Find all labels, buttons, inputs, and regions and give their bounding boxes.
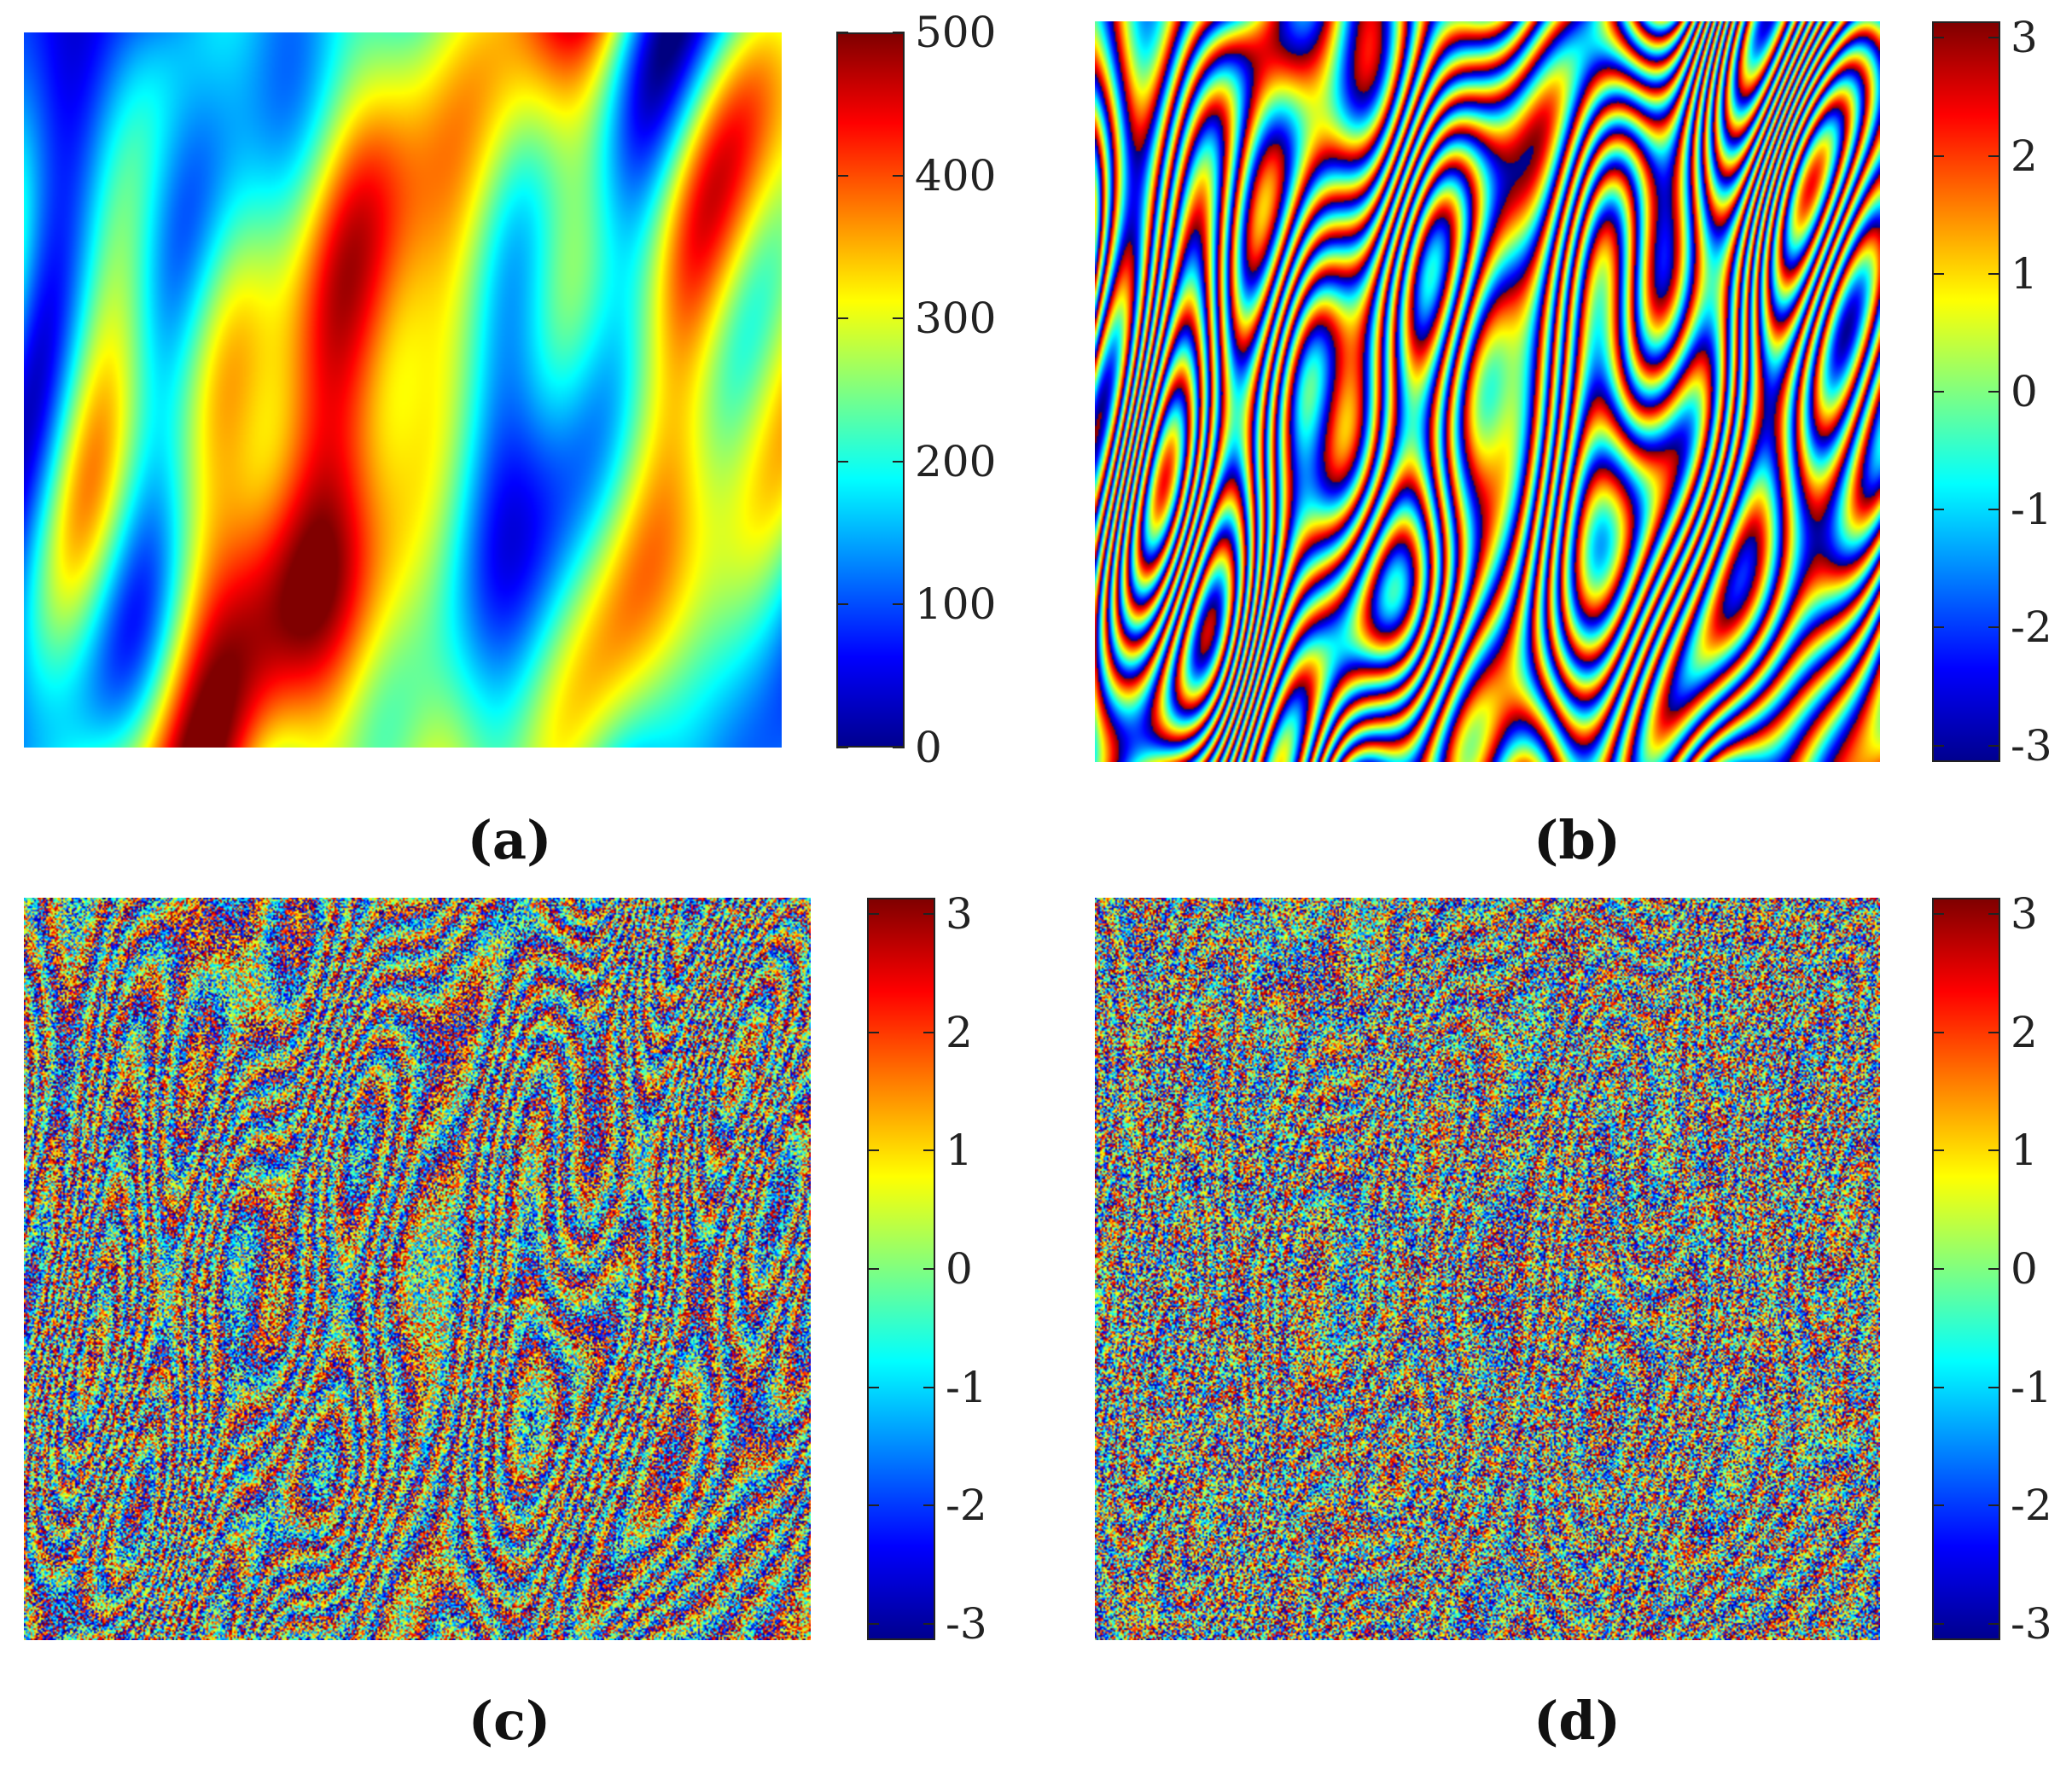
colorbar-tick-mark	[1932, 1386, 1944, 1388]
colorbar-tick-label: 1	[2011, 1126, 2038, 1176]
colorbar-tick-mark	[1932, 391, 1944, 393]
colorbar-tick-mark	[893, 32, 905, 33]
colorbar-tick-mark	[836, 32, 848, 33]
colorbar-tick-label: -2	[2011, 602, 2052, 653]
colorbar-tick-mark	[1932, 1268, 1944, 1270]
colorbar-tick-mark	[836, 747, 848, 748]
colorbar-tick-label: -2	[946, 1481, 987, 1531]
caption-c: (c)	[468, 1690, 551, 1752]
colorbar-tick-label: 500	[915, 8, 997, 57]
colorbar-tick-label: 0	[946, 1244, 973, 1294]
colorbar-tick-label: -2	[2011, 1481, 2052, 1531]
colorbar-tick-mark	[893, 174, 905, 177]
colorbar-tick-mark	[867, 1504, 879, 1507]
colorbar-tick-mark	[923, 1031, 935, 1033]
colorbar-tick-mark	[1988, 509, 2000, 511]
colorbar-tick-mark	[1988, 154, 2000, 157]
colorbar-tick-label: 1	[2011, 248, 2038, 299]
colorbar-tick-mark	[1932, 154, 1944, 157]
colorbar-tick-mark	[1988, 391, 2000, 393]
colorbar-tick-mark	[923, 913, 935, 916]
colorbar-tick-mark	[836, 603, 848, 606]
colorbar-tick-mark	[867, 913, 879, 916]
colorbar-tick-mark	[1988, 1268, 2000, 1270]
colorbar-tick-mark	[923, 1622, 935, 1625]
colorbar-tick-label: -1	[946, 1362, 987, 1412]
colorbar-tick-label: -3	[2011, 1598, 2052, 1649]
colorbar-tick-mark	[1988, 1149, 2000, 1152]
colorbar-tick-label: 2	[2011, 131, 2038, 181]
colorbar-tick-mark	[923, 1268, 935, 1270]
heatmap-b	[1095, 21, 1880, 762]
colorbar-tick-mark	[1932, 37, 1944, 39]
colorbar-tick-mark	[867, 1031, 879, 1033]
colorbar-tick-label: -1	[2011, 1362, 2052, 1412]
colorbar-tick-mark	[893, 603, 905, 606]
caption-a: (a)	[467, 809, 552, 871]
colorbar-tick-mark	[1932, 626, 1944, 629]
colorbar-tick-label: 0	[2011, 1244, 2038, 1294]
heatmap-a	[24, 32, 782, 748]
colorbar-tick-mark	[1932, 1031, 1944, 1033]
colorbar-tick-label: 0	[915, 723, 942, 772]
colorbar-tick-label: 200	[915, 436, 997, 486]
colorbar-tick-mark	[893, 317, 905, 320]
colorbar-tick-mark	[923, 1149, 935, 1152]
colorbar-tick-mark	[1988, 37, 2000, 39]
colorbar-tick-label: 100	[915, 579, 997, 630]
colorbar-tick-mark	[1932, 1149, 1944, 1152]
colorbar-tick-label: 3	[946, 889, 973, 940]
colorbar-tick-mark	[923, 1504, 935, 1507]
colorbar-tick-mark	[836, 174, 848, 177]
colorbar-tick-mark	[836, 317, 848, 320]
colorbar-tick-mark	[1932, 272, 1944, 275]
colorbar-tick-label: 400	[915, 150, 997, 201]
colorbar-tick-label: 1	[946, 1126, 973, 1176]
caption-d: (d)	[1533, 1690, 1621, 1752]
colorbar-tick-mark	[1988, 626, 2000, 629]
colorbar-tick-mark	[1932, 1622, 1944, 1625]
colorbar-tick-mark	[1988, 272, 2000, 275]
colorbar-tick-mark	[1932, 744, 1944, 747]
colorbar-tick-label: 300	[915, 294, 997, 344]
colorbar-tick-mark	[893, 460, 905, 463]
colorbar-tick-label: -1	[2011, 485, 2052, 535]
colorbar-tick-mark	[1932, 1504, 1944, 1507]
colorbar-tick-mark	[1988, 1622, 2000, 1625]
colorbar-tick-mark	[1932, 913, 1944, 916]
colorbar-tick-mark	[836, 460, 848, 463]
colorbar-tick-label: 3	[2011, 13, 2038, 63]
caption-b: (b)	[1533, 809, 1621, 871]
colorbar-tick-mark	[893, 747, 905, 748]
colorbar-tick-mark	[1988, 1386, 2000, 1388]
colorbar-tick-mark	[1988, 1031, 2000, 1033]
colorbar-tick-mark	[867, 1268, 879, 1270]
colorbar-tick-label: -3	[946, 1598, 987, 1649]
colorbar-tick-mark	[867, 1386, 879, 1388]
colorbar-tick-mark	[1988, 744, 2000, 747]
heatmap-c	[24, 898, 811, 1640]
colorbar-tick-mark	[1988, 1504, 2000, 1507]
colorbar-tick-label: 2	[946, 1007, 973, 1057]
colorbar-a	[836, 32, 905, 748]
colorbar-tick-label: 3	[2011, 889, 2038, 940]
colorbar-tick-label: 0	[2011, 367, 2038, 416]
colorbar-tick-mark	[923, 1386, 935, 1388]
colorbar-tick-mark	[1988, 913, 2000, 916]
colorbar-tick-label: 2	[2011, 1007, 2038, 1057]
colorbar-tick-mark	[867, 1149, 879, 1152]
heatmap-d	[1095, 898, 1880, 1640]
colorbar-tick-label: -3	[2011, 720, 2052, 771]
colorbar-tick-mark	[867, 1622, 879, 1625]
colorbar-tick-mark	[1932, 509, 1944, 511]
